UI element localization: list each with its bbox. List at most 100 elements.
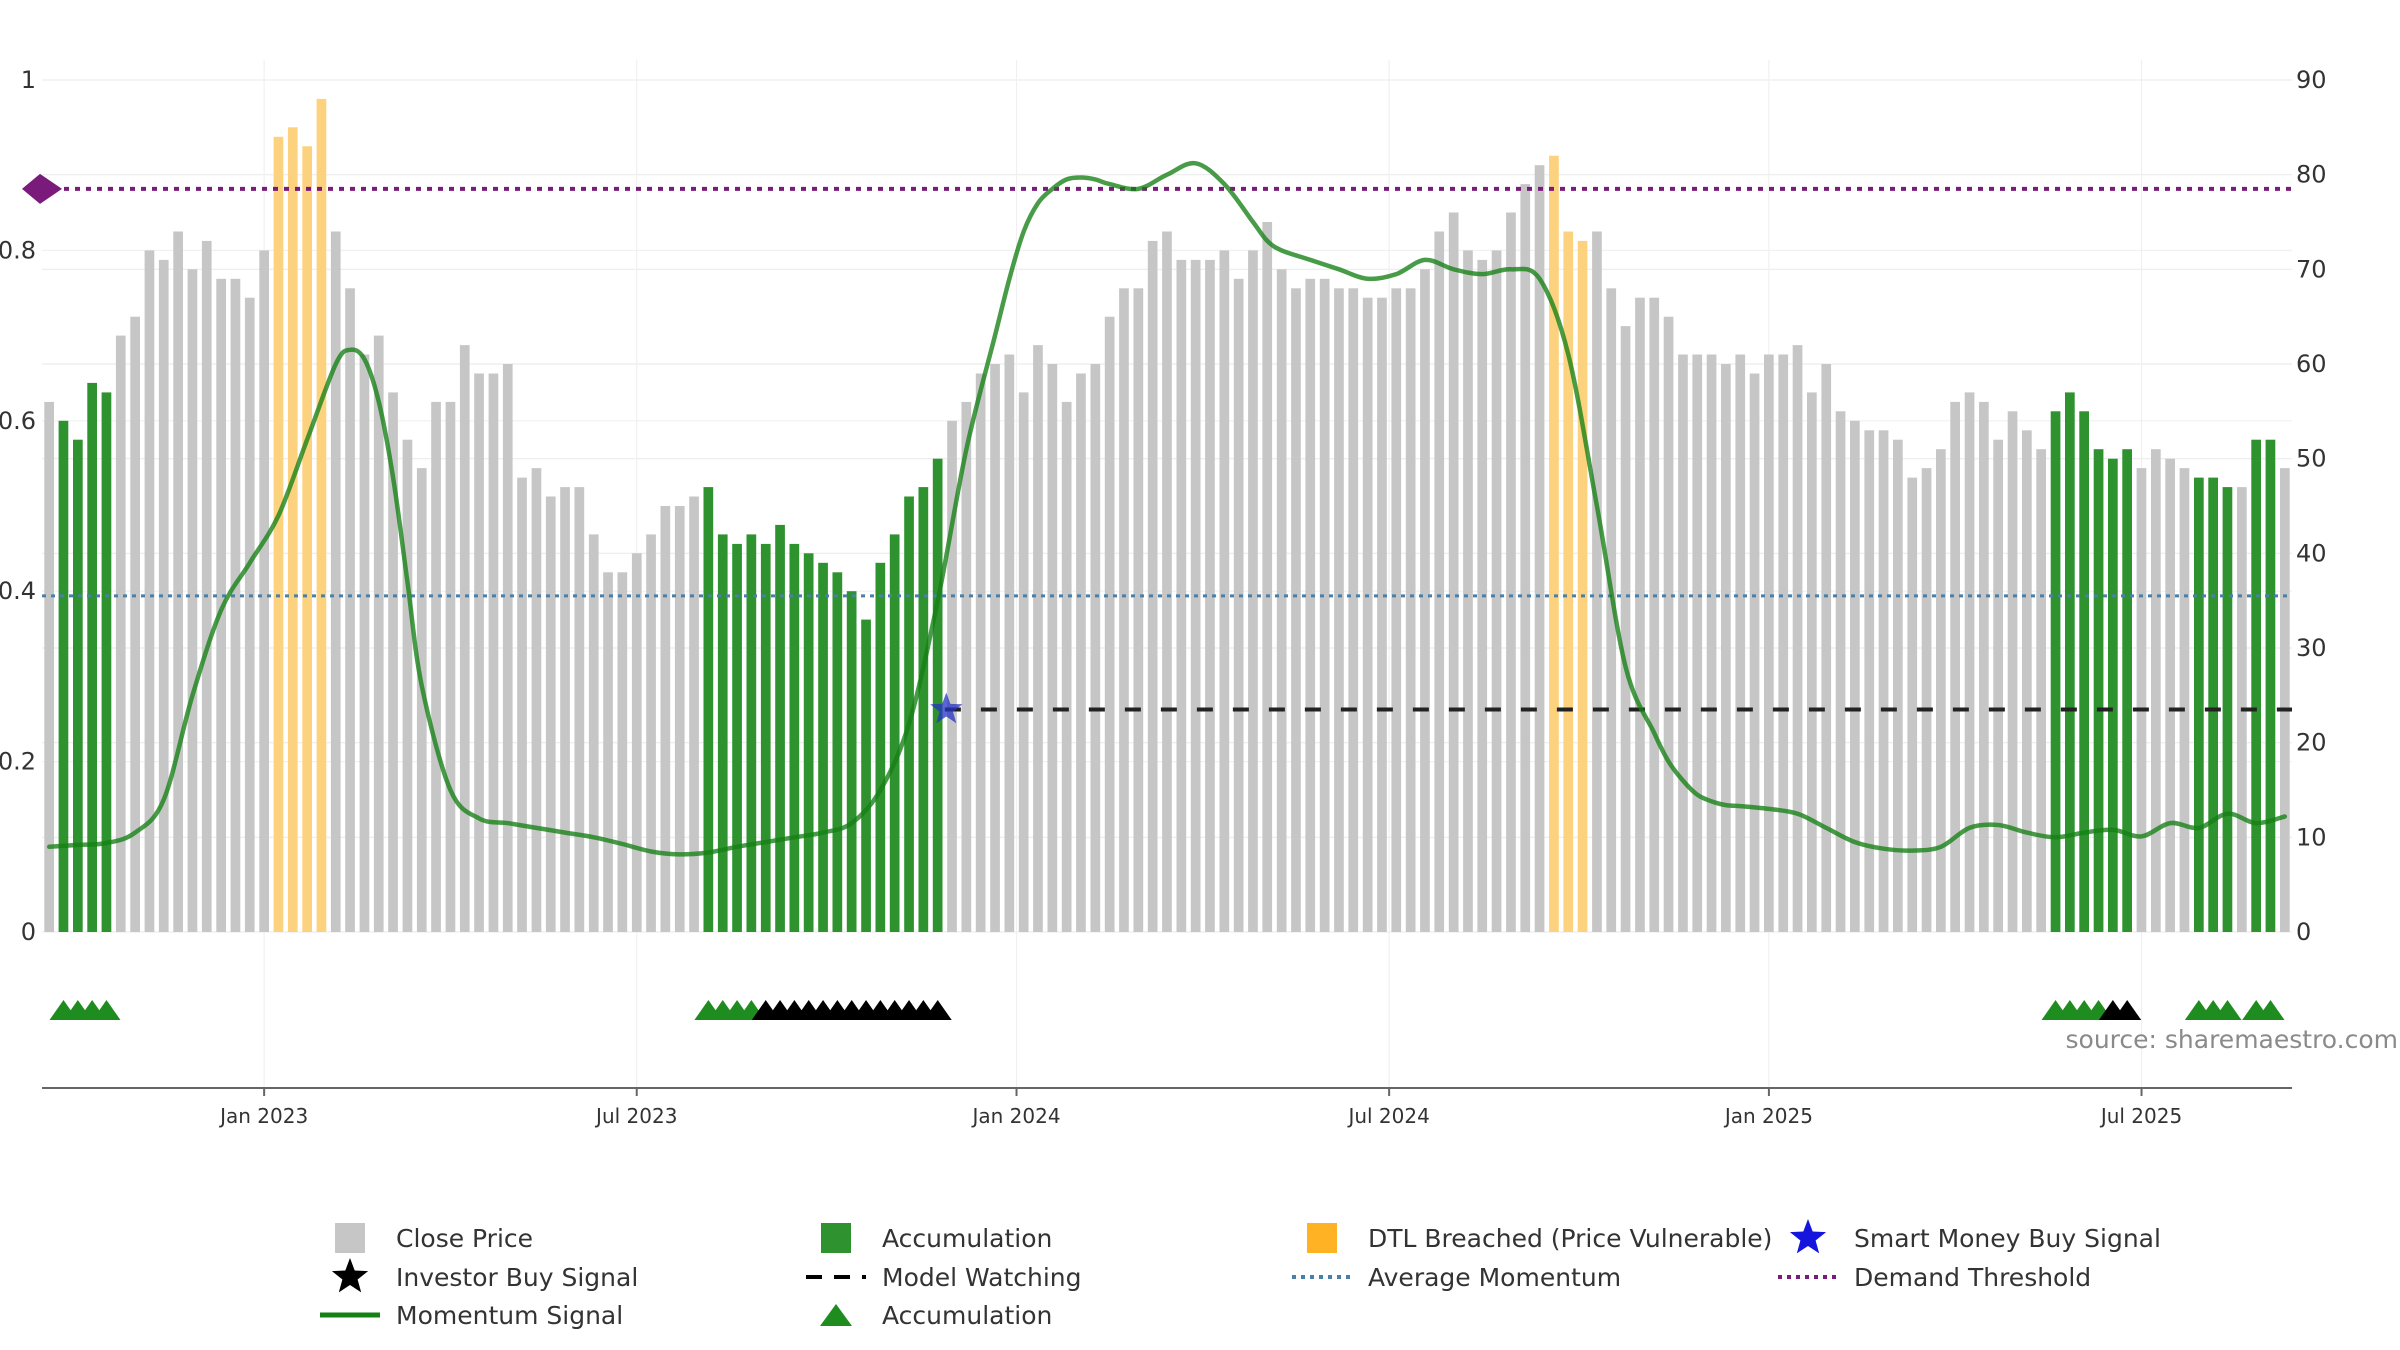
- accumulation-triangle: [2213, 1000, 2242, 1020]
- price-bar: [1878, 430, 1889, 932]
- price-bar: [1391, 288, 1402, 932]
- price-bar: [1090, 364, 1101, 932]
- price-bar: [646, 534, 656, 932]
- x-axis-tick-label: Jul 2024: [1346, 1104, 1429, 1128]
- price-bar: [187, 269, 198, 932]
- price-bar: [1463, 250, 1473, 932]
- legend-layer: Close Price Accumulation DTL Breached (Pri…: [320, 1219, 2161, 1330]
- left-axis-tick-label: 0.2: [0, 748, 36, 776]
- price-bar: [259, 250, 269, 932]
- price-bar: [1864, 430, 1875, 932]
- bars-layer: [44, 98, 2290, 933]
- price-bar: [402, 439, 413, 932]
- price-bar: [1205, 259, 1215, 932]
- price-bar: [244, 297, 255, 932]
- price-bar: [2151, 449, 2161, 932]
- price-bar: [1620, 326, 1631, 933]
- investor-buy-marker: [2113, 1000, 2142, 1020]
- price-bar: [560, 487, 570, 932]
- price-bar: [660, 506, 671, 932]
- accumulation-bar: [2050, 411, 2061, 932]
- accumulation-bar: [2093, 449, 2104, 932]
- price-bar: [1491, 250, 1502, 932]
- price-bar: [517, 477, 527, 932]
- accumulation-bar: [2222, 487, 2233, 932]
- price-bar: [603, 572, 613, 932]
- accumulation-bar: [818, 562, 828, 932]
- legend-swatch-square: [335, 1223, 365, 1253]
- price-bar: [2136, 468, 2147, 932]
- accumulation-bar: [717, 534, 728, 932]
- price-bar: [1821, 364, 1832, 932]
- price-bar: [373, 335, 384, 933]
- accumulation-bar: [2208, 477, 2218, 932]
- dtl-bar: [287, 127, 298, 933]
- price-bar: [488, 373, 499, 932]
- left-axis-tick-label: 1: [21, 66, 36, 94]
- price-bar: [1749, 373, 1760, 932]
- right-axis-tick-label: 80: [2296, 161, 2327, 189]
- price-bar: [1405, 288, 1416, 932]
- legend-label: Close Price: [396, 1224, 533, 1253]
- price-bar: [1076, 373, 1086, 932]
- accumulation-bar: [2194, 477, 2204, 932]
- price-bar: [1219, 250, 1230, 932]
- price-bar: [173, 231, 183, 932]
- price-bar: [1033, 345, 1043, 933]
- accumulation-bar: [87, 382, 97, 932]
- legend-label: Smart Money Buy Signal: [1854, 1224, 2161, 1253]
- legend-swatch-square: [1307, 1223, 1337, 1253]
- accumulation-bar: [2065, 392, 2075, 932]
- price-bar: [201, 240, 212, 932]
- left-axis-tick-label: 0.4: [0, 577, 36, 605]
- price-bar: [1835, 411, 1846, 932]
- price-bar: [1305, 278, 1316, 932]
- accumulation-bar: [732, 543, 742, 932]
- legend-item: Close Price: [335, 1223, 533, 1253]
- price-bar: [545, 496, 556, 932]
- price-bar: [1276, 269, 1287, 932]
- legend-label: Momentum Signal: [396, 1301, 623, 1330]
- right-axis-tick-label: 50: [2296, 445, 2327, 473]
- price-bar: [1520, 184, 1531, 933]
- markers-layer: [49, 692, 2285, 1020]
- price-bar: [1907, 477, 1918, 932]
- legend-item: Accumulation: [820, 1301, 1052, 1330]
- dtl-bar: [273, 136, 284, 933]
- left-axis-tick-label: 0: [21, 918, 36, 946]
- accumulation-bar: [832, 572, 843, 932]
- price-bar: [115, 335, 126, 933]
- price-bar: [431, 401, 441, 932]
- accumulation-bar: [861, 619, 871, 932]
- price-bar: [1004, 354, 1015, 932]
- price-bar: [574, 487, 585, 932]
- price-bar: [1792, 345, 1803, 933]
- price-bar: [1104, 316, 1115, 932]
- price-bar: [2165, 458, 2175, 932]
- legend-item: Investor Buy Signal: [331, 1258, 638, 1293]
- price-bar: [1262, 222, 1273, 932]
- dtl-bar: [1577, 240, 1588, 932]
- accumulation-bar: [932, 458, 943, 932]
- price-bar: [588, 534, 599, 932]
- price-bar: [44, 401, 54, 932]
- legend-label: DTL Breached (Price Vulnerable): [1368, 1224, 1772, 1253]
- dtl-bar: [316, 98, 327, 932]
- price-bar: [1979, 401, 1989, 932]
- price-bar: [1377, 297, 1387, 932]
- smart-money-star: [930, 692, 963, 724]
- accumulation-bar: [2251, 439, 2261, 932]
- price-bar: [1721, 364, 1731, 932]
- right-axis-tick-label: 30: [2296, 634, 2327, 662]
- price-bar: [1534, 165, 1545, 932]
- price-bar: [531, 468, 542, 932]
- price-bar: [1348, 288, 1359, 932]
- right-axis-tick-label: 70: [2296, 255, 2327, 283]
- accumulation-bar: [2122, 449, 2132, 932]
- price-bar: [1663, 316, 1674, 932]
- demand-threshold-marker: [22, 173, 62, 204]
- price-bar: [689, 496, 699, 932]
- legend-item: Model Watching: [806, 1263, 1082, 1292]
- price-bar: [230, 278, 241, 932]
